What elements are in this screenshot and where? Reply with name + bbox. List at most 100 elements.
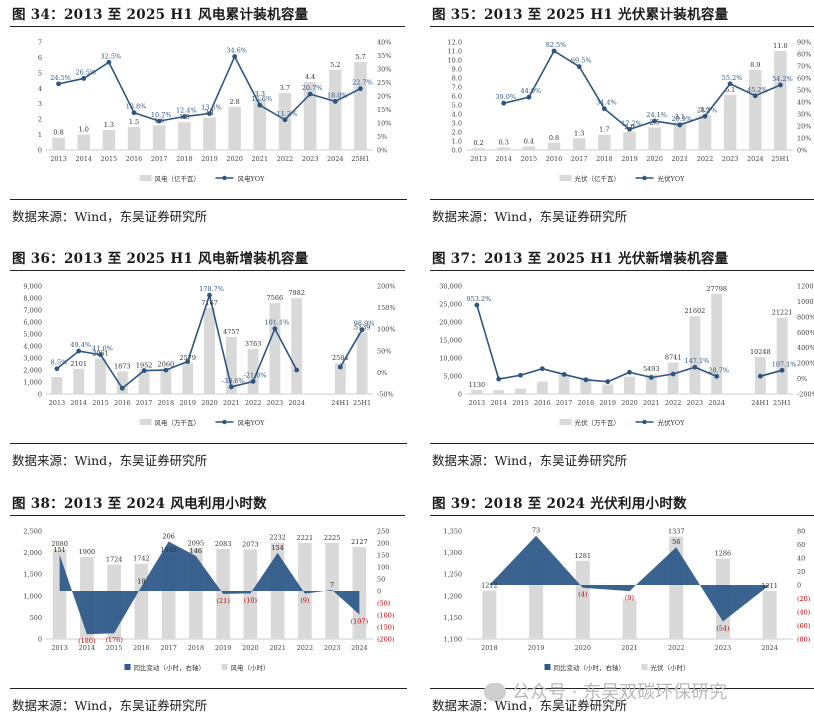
- y-tick-label: 0: [458, 391, 462, 399]
- yoy-point: [257, 102, 263, 108]
- bar: [762, 591, 777, 639]
- bar: [247, 348, 259, 394]
- bar: [645, 374, 657, 394]
- chart-fig36: 0 1,000 2,000 3,000 4,000 5,000 6,000 7,000 8,00…: [10, 272, 405, 440]
- y-tick-label: 1,350: [443, 528, 462, 536]
- bar: [572, 138, 586, 150]
- yoy-point: [98, 352, 103, 358]
- bar: [291, 298, 303, 394]
- y2-tick-label: 40: [797, 555, 805, 563]
- yoy-value-label: 16.6%: [251, 95, 272, 103]
- area-value-label: (10): [244, 596, 258, 604]
- yoy-point: [561, 372, 567, 377]
- y-tick-label: 2,000: [23, 367, 42, 375]
- chart-fig39: 1,100 1,150 1,200 1,250 1,300 1,350 (80) (60) (4…: [430, 517, 814, 685]
- panel-fig34: 图 34：2013 至 2025 H1 风电累计装机容量 0 1 2 3 4 5 6 7 0% 5…: [10, 4, 407, 224]
- bar-value-label: 1130: [469, 381, 486, 389]
- area-value-label: (9): [625, 594, 635, 602]
- chart-svg: 0 1,000 2,000 3,000 4,000 5,000 6,000 7,000 8,00…: [23, 283, 395, 428]
- x-tick-label: 2022: [297, 644, 314, 652]
- bar-value-label: 1.5: [129, 118, 139, 126]
- y2-tick-label: 400%: [797, 344, 814, 352]
- yoy-value-label: -21.0%: [244, 371, 267, 379]
- bar-value-label: 2095: [188, 539, 205, 547]
- yoy-point: [496, 376, 502, 382]
- yoy-value-label: 18.0%: [327, 91, 348, 99]
- bar: [303, 82, 317, 150]
- y2-tick-label: 20: [797, 568, 805, 576]
- y2-tick-label: 80: [797, 528, 805, 536]
- y-tick-label: 5: [38, 69, 42, 77]
- legend-swatch-bar: [559, 419, 572, 425]
- yoy-point: [131, 110, 137, 116]
- y-tick-label: 1,200: [443, 592, 462, 600]
- yoy-point: [474, 302, 480, 308]
- bar-value-label: 7566: [267, 294, 284, 302]
- yoy-value-label: 26.5%: [75, 68, 96, 76]
- x-tick-label: 2018: [188, 644, 205, 652]
- bar-value-label: 2.8: [229, 98, 239, 106]
- bar: [51, 377, 63, 394]
- y2-tick-label: (20): [797, 595, 811, 603]
- bar: [95, 358, 106, 394]
- bar-value-label: 2073: [242, 540, 259, 548]
- x-tick-label: 2024: [327, 155, 344, 163]
- bar-value-label: 5493: [643, 365, 660, 373]
- x-tick-label: 2013: [49, 399, 66, 407]
- yoy-value-label: 10.7%: [151, 111, 172, 119]
- area-value-label: (21): [216, 597, 230, 605]
- y-tick-label: 500: [30, 614, 42, 622]
- yoy-point: [576, 64, 582, 69]
- chart-svg: 05001,0001,5002,0002,500(200)(150)(100)(…: [23, 528, 395, 673]
- y2-tick-label: -200%: [797, 391, 814, 399]
- chart-fig35: 0.0 1.0 2.0 3.0 4.0 5.0 6.0 7.0 8.0 9.0 10.0 11.0 12…: [430, 28, 814, 196]
- legend-label: 风电（万千瓦）: [155, 418, 201, 427]
- bar: [673, 122, 687, 150]
- yoy-point: [228, 384, 234, 390]
- y2-tick-label: 30%: [377, 66, 391, 74]
- bar: [575, 560, 590, 639]
- x-tick-label: 2020: [226, 155, 243, 163]
- yoy-area: [489, 535, 770, 622]
- area-value-label: 7: [330, 581, 334, 589]
- yoy-value-label: 17.2%: [621, 119, 642, 127]
- bar-value-label: 1873: [114, 363, 131, 371]
- y2-tick-label: 800%: [797, 313, 814, 321]
- y2-tick-label: 50%: [797, 87, 811, 95]
- x-tick-label: 2021: [269, 644, 286, 652]
- x-tick-label: 2013: [50, 155, 67, 163]
- x-tick-label: 2018: [481, 644, 498, 652]
- yoy-value-label: 28.7%: [708, 366, 729, 374]
- yoy-point: [272, 326, 278, 332]
- y-tick-label: 2,500: [23, 528, 42, 536]
- x-tick-label: 2022: [668, 644, 685, 652]
- x-tick-label: 2014: [75, 155, 92, 163]
- y-tick-label: 7.0: [452, 84, 462, 92]
- bar-value-label: 3.3: [255, 90, 265, 98]
- x-tick-label: 2022: [245, 399, 262, 407]
- bar-value-label: 2127: [351, 538, 368, 546]
- x-tick-label: 2018: [176, 155, 193, 163]
- bar-value-label: 0.2: [473, 139, 483, 147]
- chart-title: 图 34：2013 至 2025 H1 风电累计装机容量: [10, 4, 405, 27]
- bar: [356, 332, 368, 394]
- yoy-point: [670, 371, 676, 377]
- chart-svg: 0 5,000 10,000 15,000 20,000 25,000 30,000 -200…: [439, 283, 814, 428]
- chart-title: 图 36：2013 至 2025 H1 风电新增装机容量: [10, 248, 405, 271]
- yoy-value-label: 55.2%: [722, 74, 743, 82]
- bar: [667, 362, 679, 394]
- chart-fig38: 0 500 1,000 1,500 2,000 2,500 (200) (150) (100)(…: [10, 517, 405, 685]
- bar: [253, 99, 267, 150]
- yoy-point: [156, 118, 162, 124]
- yoy-value-label: 20.9%: [671, 115, 692, 123]
- bar-value-label: 2080: [51, 540, 68, 548]
- source-note: 数据来源：Wind，东吴证券研究所: [430, 688, 814, 714]
- bar: [522, 146, 536, 150]
- bar-value-label: 3.9: [700, 106, 710, 114]
- x-tick-label: 2020: [575, 644, 592, 652]
- x-tick-label: 2014: [79, 644, 96, 652]
- bar-value-label: 1.3: [574, 129, 584, 137]
- yoy-point: [627, 369, 632, 375]
- yoy-point: [583, 377, 589, 383]
- x-tick-label: 2023: [715, 644, 732, 652]
